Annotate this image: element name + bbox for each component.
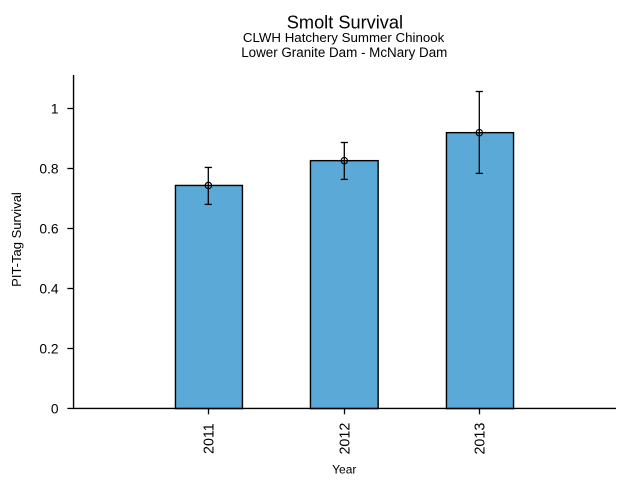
svg-text:PIT-Tag Survival: PIT-Tag Survival bbox=[9, 192, 24, 287]
svg-text:Lower Granite Dam - McNary Dam: Lower Granite Dam - McNary Dam bbox=[241, 45, 447, 60]
svg-text:0.6: 0.6 bbox=[39, 222, 59, 237]
svg-text:1: 1 bbox=[51, 102, 59, 117]
svg-text:Smolt Survival: Smolt Survival bbox=[287, 13, 403, 33]
svg-text:2011: 2011 bbox=[201, 423, 217, 454]
svg-text:CLWH Hatchery Summer Chinook: CLWH Hatchery Summer Chinook bbox=[243, 30, 445, 45]
svg-text:0.2: 0.2 bbox=[39, 342, 58, 357]
svg-text:0: 0 bbox=[51, 402, 59, 417]
svg-text:2013: 2013 bbox=[472, 423, 488, 455]
svg-text:2012: 2012 bbox=[337, 423, 353, 455]
svg-text:Year: Year bbox=[332, 462, 356, 476]
svg-text:0.8: 0.8 bbox=[39, 162, 59, 177]
svg-text:0.4: 0.4 bbox=[39, 282, 59, 297]
